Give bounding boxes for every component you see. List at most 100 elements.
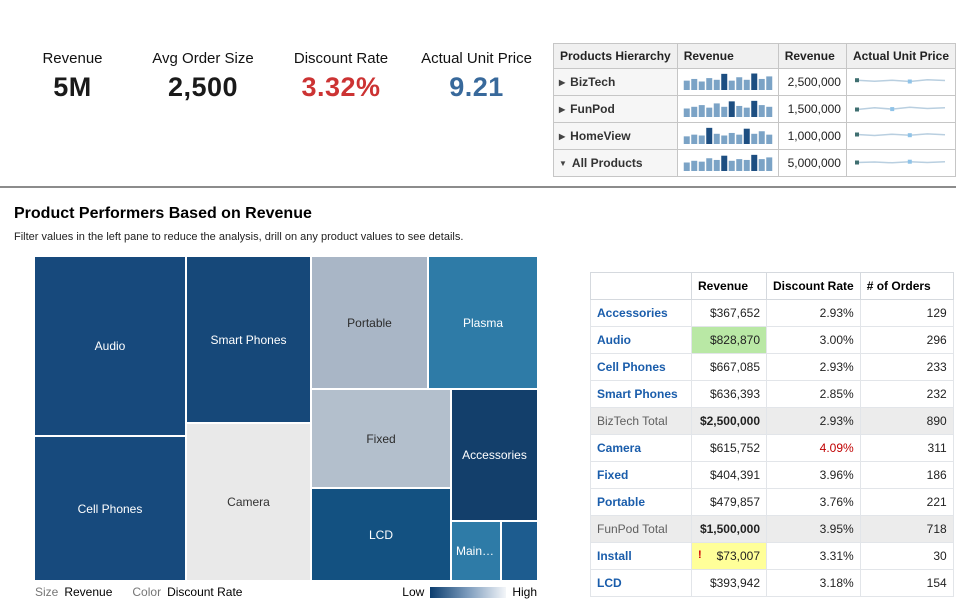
kpi-label: Revenue	[42, 50, 103, 67]
hierarchy-name-cell: ▼ All Products	[553, 149, 678, 177]
unit-price-line-sparkline	[854, 159, 946, 164]
collapse-icon[interactable]: ▼	[559, 159, 567, 168]
revenue-bar-sparkline	[683, 127, 772, 144]
product-link[interactable]: Portable	[597, 495, 646, 509]
treemap-tile-camera[interactable]: Camera	[187, 424, 310, 580]
hierarchy-row: ▼ All Products 5,000,000	[553, 149, 956, 177]
expand-icon[interactable]: ▶	[559, 78, 566, 87]
orders-cell: 311	[859, 434, 954, 462]
discount-cell: 3.76%	[766, 488, 861, 516]
discount-cell: 2.93%	[766, 407, 861, 435]
treemap-tile-smart-phones[interactable]: Smart Phones	[187, 257, 310, 422]
treemap-tile-audio[interactable]: Audio	[35, 257, 185, 435]
revenue-bar-sparkline	[683, 73, 772, 90]
treemap-tile-label: Cell Phones	[77, 501, 143, 516]
revenue-cell: $615,752	[691, 434, 767, 462]
revenue-text: $73,007	[716, 549, 760, 563]
product-link[interactable]: Fixed	[597, 468, 629, 482]
total-row: BizTech Total $2,500,000 2.93% 890	[590, 407, 954, 435]
product-link[interactable]: Smart Phones	[597, 387, 678, 401]
treemap-tile-label: Smart Phones	[210, 332, 287, 347]
orders-cell: 129	[859, 299, 954, 327]
kpi-label: Actual Unit Price	[421, 50, 532, 67]
product-name[interactable]: FunPod	[570, 102, 615, 116]
expand-icon[interactable]: ▶	[559, 132, 566, 141]
product-cell: Install	[590, 542, 692, 570]
product-name[interactable]: BizTech	[570, 75, 616, 89]
detail-header-row: Revenue Discount Rate # of Orders	[590, 272, 954, 300]
legend-color-value: Discount Rate	[167, 585, 243, 599]
product-link[interactable]: Cell Phones	[597, 360, 666, 374]
revenue-cell: $828,870	[691, 326, 767, 354]
treemap-legend: Size Revenue Color Discount Rate Low Hig…	[35, 585, 537, 599]
kpi-label: Avg Order Size	[152, 50, 254, 67]
expand-icon[interactable]: ▶	[559, 105, 566, 114]
revenue-cell: $636,393	[691, 380, 767, 408]
product-link[interactable]: Audio	[597, 333, 631, 347]
column-header-actual-unit-price: Actual Unit Price	[845, 43, 956, 69]
section-subtitle: Filter values in the left pane to reduce…	[14, 231, 464, 243]
treemap-tile-label: Fixed	[366, 431, 396, 446]
product-cell: Accessories	[590, 299, 692, 327]
treemap-tile-label: Accessories	[462, 448, 527, 462]
kpi-value: 9.21	[449, 72, 504, 102]
unit-price-sparkline-cell	[845, 122, 956, 150]
discount-cell: 2.93%	[766, 299, 861, 327]
product-name[interactable]: HomeView	[570, 129, 631, 143]
orders-cell: 233	[859, 353, 954, 381]
unit-price-line-sparkline	[854, 105, 946, 111]
kpi-value: 2,500	[167, 72, 239, 102]
table-row: Install! $73,007 3.31% 30	[590, 542, 954, 570]
treemap-tile-cell-phones[interactable]: Cell Phones	[35, 437, 185, 580]
treemap-tile-plasma[interactable]: Plasma	[429, 257, 537, 388]
treemap-tile-lcd[interactable]: LCD	[312, 489, 450, 580]
revenue-text: $479,857	[709, 495, 760, 509]
treemap-tile-tile[interactable]	[502, 522, 537, 580]
revenue-text: $667,085	[709, 360, 760, 374]
discount-cell: 3.18%	[766, 569, 861, 597]
column-header-tile	[590, 272, 692, 300]
treemap-tile-portable[interactable]: Portable	[312, 257, 427, 388]
revenue-text: $367,652	[709, 306, 760, 320]
discount-cell: 3.00%	[766, 326, 861, 354]
revenue-cell: $367,652	[691, 299, 767, 327]
revenue-sparkline-cell	[676, 95, 779, 123]
product-name[interactable]: All Products	[571, 156, 643, 170]
treemap-tile-fixed[interactable]: Fixed	[312, 390, 450, 487]
hierarchy-row: ▶ BizTech 2,500,000	[553, 68, 956, 96]
revenue-value: 1,000,000	[777, 122, 847, 150]
revenue-cell: $1,500,000	[691, 515, 767, 543]
treemap-tile-accessories[interactable]: Accessories	[452, 390, 537, 520]
treemap-tile-label: Audio	[94, 339, 126, 353]
product-cell: Camera	[590, 434, 692, 462]
revenue-sparkline-cell	[676, 149, 779, 177]
legend-high-label: High	[512, 585, 537, 599]
kpi-label: Discount Rate	[293, 50, 389, 67]
revenue-cell: ! $73,007	[691, 542, 767, 570]
section-divider	[0, 186, 956, 188]
discount-cell: 3.95%	[766, 515, 861, 543]
product-cell: LCD	[590, 569, 692, 597]
product-link[interactable]: Camera	[597, 441, 642, 455]
product-link[interactable]: Install	[597, 549, 632, 563]
table-row: Camera $615,752 4.09% 311	[590, 434, 954, 462]
discount-cell: 4.09%	[766, 434, 861, 462]
hierarchy-name-cell: ▶ BizTech	[553, 68, 678, 96]
column-header-of-orders: # of Orders	[859, 272, 954, 300]
revenue-text: $828,870	[709, 333, 760, 347]
product-link[interactable]: LCD	[597, 576, 622, 590]
treemap-tile-label: Camera	[227, 495, 270, 509]
product-link[interactable]: Accessories	[597, 306, 668, 320]
revenue-text: $636,393	[709, 387, 760, 401]
revenue-sparkline-cell	[676, 122, 779, 150]
total-row: FunPod Total $1,500,000 3.95% 718	[590, 515, 954, 543]
treemap-tile-maint[interactable]: Maint…	[452, 522, 500, 580]
column-header-revenue: Revenue	[676, 43, 779, 69]
table-row: Cell Phones $667,085 2.93% 233	[590, 353, 954, 381]
hierarchy-header-row: Products Hierarchy Revenue Revenue Actual U…	[553, 43, 956, 69]
discount-cell: 2.85%	[766, 380, 861, 408]
legend-color-label: Color	[132, 585, 162, 599]
legend-low-label: Low	[402, 585, 425, 599]
product-cell: Cell Phones	[590, 353, 692, 381]
revenue-sparkline-cell	[676, 68, 779, 96]
